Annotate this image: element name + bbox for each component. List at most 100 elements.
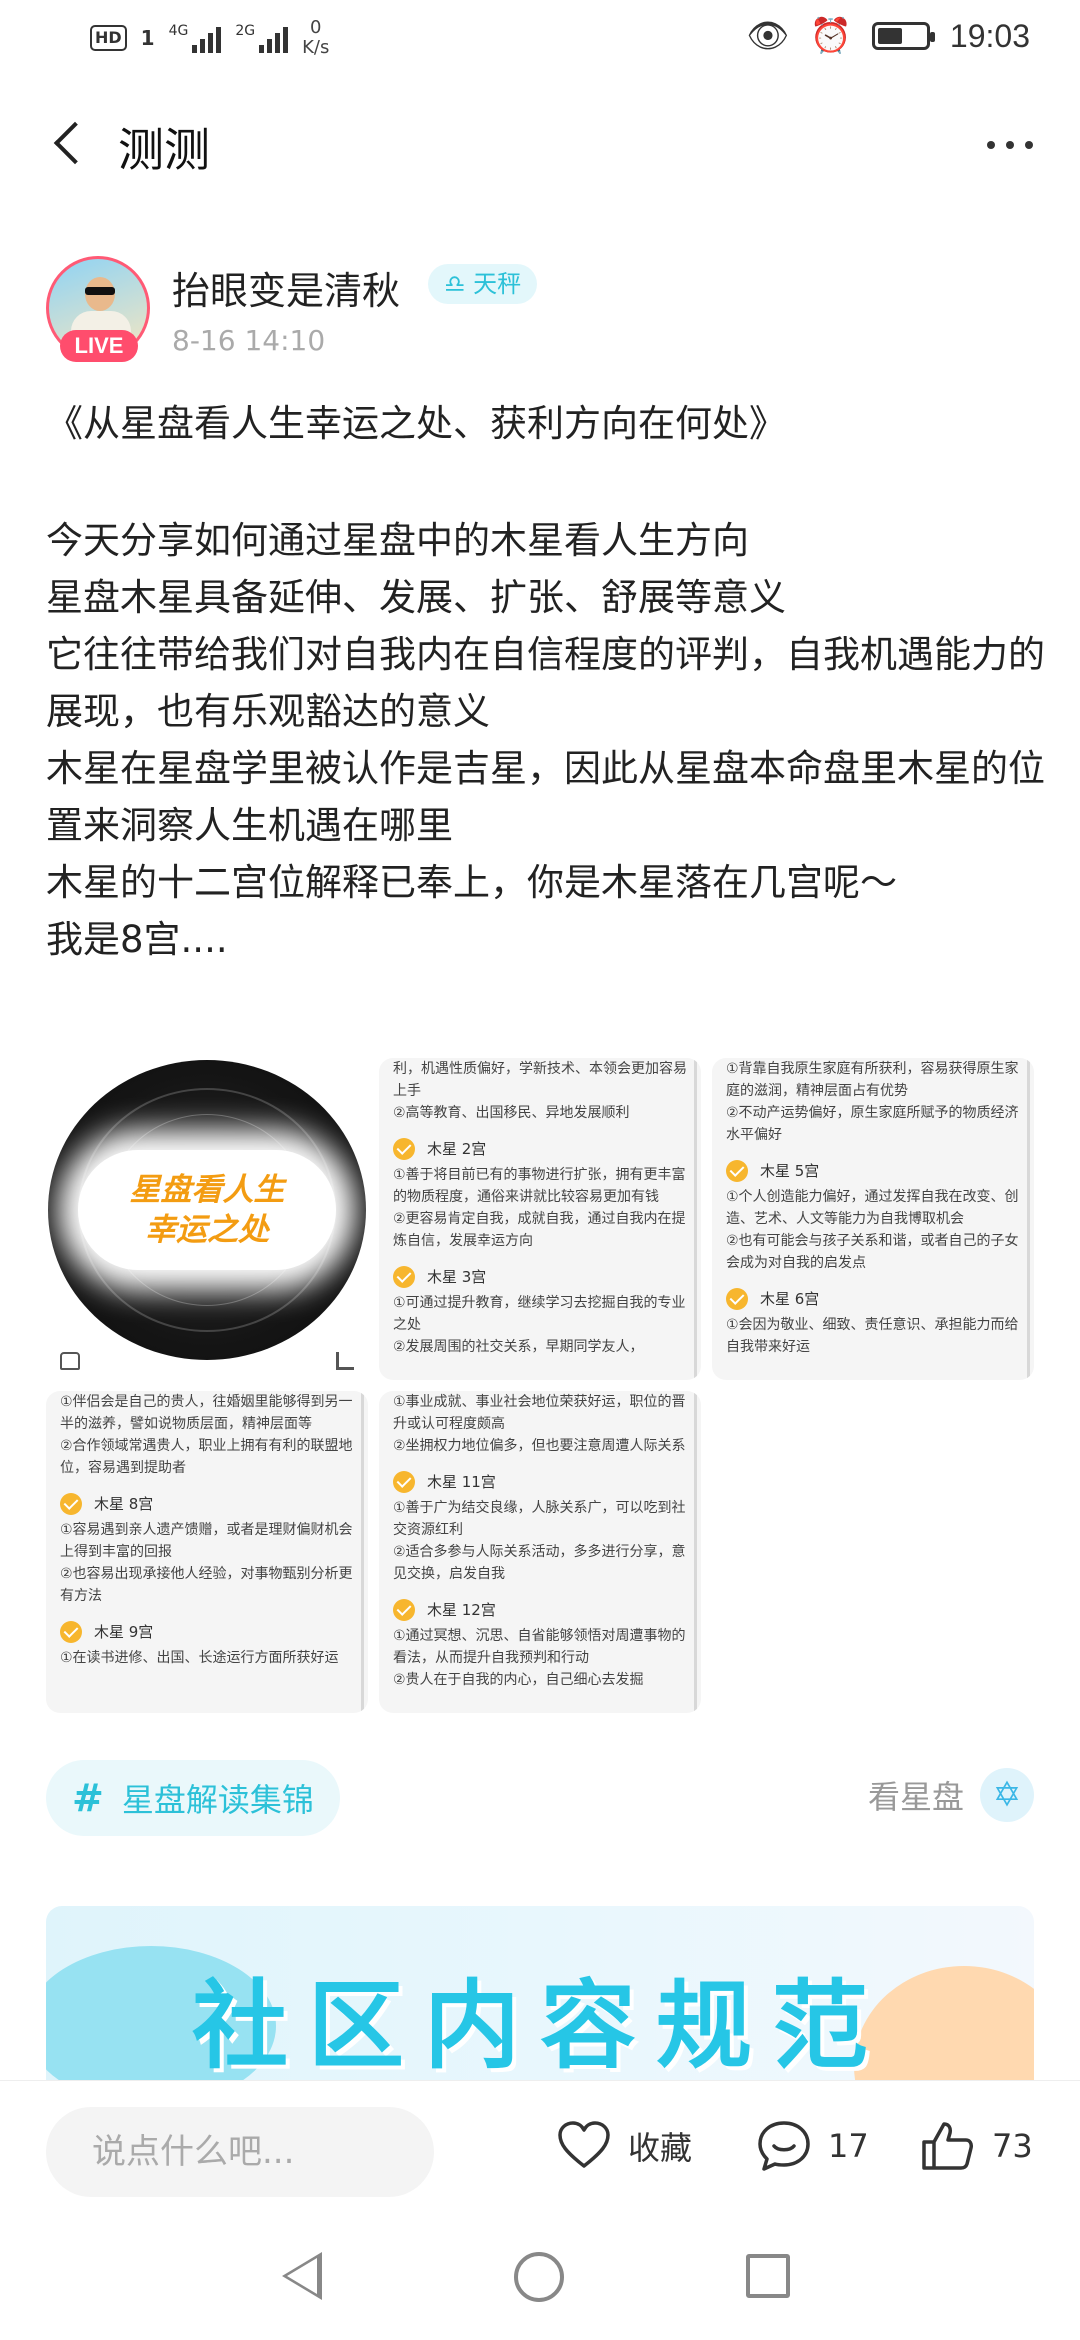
house-heading-label: 木星 12宫 xyxy=(427,1601,496,1619)
favorite-button[interactable]: 收藏 xyxy=(556,2111,692,2181)
check-icon xyxy=(726,1288,748,1310)
banner-title: 社区内容规范 xyxy=(192,1970,888,2080)
post-line: 它往往带给我们对自我内在自信程度的评判，自我机遇能力的展现，也有乐观豁达的意义 xyxy=(46,633,1045,733)
author-row: LIVE 抬眼变是清秋 ♎ 天秤 8-16 14:10 xyxy=(46,256,1036,366)
signal-1: 4G xyxy=(169,23,222,53)
house-heading: 木星 8宫 xyxy=(60,1493,354,1515)
tile-text: ①伴侣会是自己的贵人，往婚姻里能够得到另一半的滋养，譬如说物质层面，精神层面等 … xyxy=(60,1394,353,1476)
star-of-david-icon xyxy=(980,1768,1034,1822)
house-heading: 木星 11宫 xyxy=(393,1471,687,1493)
check-icon xyxy=(60,1621,82,1643)
tile-text: ①善于广为结交良缘，人脉关系广，可以吃到社交资源红利 ②适合多参与人际关系活动，… xyxy=(393,1500,686,1582)
alarm-icon: ⏰ xyxy=(809,16,852,56)
tile-text: ①容易遇到亲人遗产馈赠，或者是理财偏财机会上得到丰富的回报 ②也容易出现承接他人… xyxy=(60,1522,353,1604)
image-house-text-3[interactable]: ①背靠自我原生家庭有所获利，容易获得原生家庭的滋润，精神层面占有优势 ②不动产运… xyxy=(712,1058,1034,1380)
house-heading: 木星 2宫 xyxy=(393,1138,687,1160)
check-icon xyxy=(60,1493,82,1515)
house-heading-label: 木星 11宫 xyxy=(427,1473,496,1491)
shirt-icon xyxy=(60,1352,80,1370)
post-time: 8-16 14:10 xyxy=(172,324,326,357)
post-line: 今天分享如何通过星盘中的木星看人生方向 xyxy=(46,519,749,562)
house-heading-label: 木星 8宫 xyxy=(94,1495,154,1513)
page-title: 测测 xyxy=(118,123,210,177)
image-house-text-2[interactable]: 利，机遇性质偏好，学新技术、本领会更加容易上手 ②高等教育、出国移民、异地发展顺… xyxy=(379,1058,701,1380)
status-right: 👁 ⏰ 19:03 xyxy=(746,16,1030,56)
chart-icon xyxy=(336,1352,354,1370)
community-guidelines-banner[interactable]: 社区内容规范 xyxy=(46,1906,1034,2080)
back-button[interactable] xyxy=(40,114,100,174)
house-heading-label: 木星 2宫 xyxy=(427,1140,487,1158)
network-type-2: 2G xyxy=(235,23,256,39)
check-icon xyxy=(726,1160,748,1182)
more-options-button[interactable] xyxy=(980,130,1040,160)
battery-icon xyxy=(871,22,935,50)
top-header: 测测 xyxy=(0,100,1080,190)
nav-home-icon[interactable] xyxy=(514,2252,564,2302)
comment-input[interactable]: 说点什么吧... xyxy=(46,2107,434,2197)
tile-text: ①通过冥想、沉思、自省能够领悟对周遭事物的看法，从而提升自我预判和行动 ②贵人在… xyxy=(393,1628,686,1688)
favorite-label: 收藏 xyxy=(628,2129,693,2167)
check-icon xyxy=(393,1471,415,1493)
zodiac-tag: ♎ 天秤 xyxy=(428,264,538,304)
live-badge[interactable]: LIVE xyxy=(60,330,138,362)
hd-badge: HD xyxy=(90,25,127,51)
image-house-text-5[interactable]: ①事业成就、事业社会地位荣获好运，职位的晋升或认可程度颇高 ②坐拥权力地位偏多，… xyxy=(379,1391,701,1713)
house-heading: 木星 6宫 xyxy=(726,1288,1020,1310)
image-astro-chart[interactable]: 星盘看人生 幸运之处 xyxy=(46,1058,368,1380)
signal-2: 2G xyxy=(235,23,289,53)
check-icon xyxy=(393,1599,415,1621)
post-line: 我是8宫.... xyxy=(46,918,228,961)
network-speed: 0 K/s xyxy=(302,18,329,58)
tile-text: ①事业成就、事业社会地位荣获好运，职位的晋升或认可程度颇高 ②坐拥权力地位偏多，… xyxy=(393,1394,686,1454)
nav-recent-apps-icon[interactable] xyxy=(746,2254,790,2298)
post-line: 星盘木星具备延伸、发展、扩张、舒展等意义 xyxy=(46,576,786,619)
network-speed-unit: K/s xyxy=(302,37,330,58)
bottom-action-bar: 说点什么吧... 收藏 17 73 xyxy=(0,2080,1080,2210)
check-icon xyxy=(393,1138,415,1160)
house-heading: 木星 5宫 xyxy=(726,1160,1020,1182)
house-heading: 木星 9宫 xyxy=(60,1621,354,1643)
comment-button[interactable]: 17 xyxy=(756,2111,869,2181)
chart-caption-line-1: 星盘看人生 xyxy=(129,1172,285,1208)
like-button[interactable]: 73 xyxy=(920,2111,1033,2181)
house-heading-label: 木星 3宫 xyxy=(427,1268,487,1286)
network-type-1: 4G xyxy=(168,23,189,39)
post-title: 《从星盘看人生幸运之处、获利方向在何处》 xyxy=(46,402,786,445)
post-line: 木星的十二宫位解释已奉上，你是木星落在几宫呢～ xyxy=(46,861,897,904)
eye-icon: 👁 xyxy=(746,16,790,56)
house-heading-label: 木星 6宫 xyxy=(760,1290,820,1308)
house-heading-label: 木星 5宫 xyxy=(760,1162,820,1180)
heart-icon xyxy=(558,2121,610,2168)
check-icon xyxy=(393,1266,415,1288)
thumbs-up-icon xyxy=(922,2122,973,2170)
sim-label: 1 xyxy=(140,26,155,50)
post-line: 木星在星盘学里被认作是吉星，因此从星盘本命盘里木星的位置来洞察人生机遇在哪里 xyxy=(46,747,1045,847)
clock: 19:03 xyxy=(949,17,1030,54)
tile-text: ①可通过提升教育，继续学习去挖掘自我的专业之处 ②发展周围的社交关系，早期同学友… xyxy=(393,1295,686,1355)
nav-back-icon[interactable] xyxy=(282,2252,322,2300)
tile-text: ①会因为敬业、细致、责任意识、承担能力而给自我带来好运 xyxy=(726,1317,1019,1355)
signal-bars-1-icon xyxy=(192,23,222,53)
tile-text: ①在读书进修、出国、长途运行方面所获好运 xyxy=(60,1650,339,1666)
chart-caption: 星盘看人生 幸运之处 xyxy=(48,1170,366,1250)
house-heading-label: 木星 9宫 xyxy=(94,1623,154,1641)
post-body: 今天分享如何通过星盘中的木星看人生方向 星盘木星具备延伸、发展、扩张、舒展等意义… xyxy=(46,512,1046,968)
chart-caption-line-2: 幸运之处 xyxy=(145,1212,269,1248)
like-count: 73 xyxy=(992,2127,1033,2165)
signal-bars-2-icon xyxy=(259,23,289,53)
see-star-chart-link[interactable]: 看星盘 xyxy=(868,1768,1034,1822)
image-house-text-4[interactable]: ①伴侣会是自己的贵人，往婚姻里能够得到另一半的滋养，譬如说物质层面，精神层面等 … xyxy=(46,1391,368,1713)
tile-text: ①个人创造能力偏好，通过发挥自我在改变、创造、艺术、人文等能力为自我博取机会 ②… xyxy=(726,1189,1019,1271)
astro-wheel: 星盘看人生 幸运之处 xyxy=(48,1060,366,1360)
tile-text: ①善于将目前已有的事物进行扩张，拥有更丰富的物质程度，通俗来讲就比较容易更加有钱… xyxy=(393,1167,686,1249)
author-name[interactable]: 抬眼变是清秋 xyxy=(172,269,401,313)
topic-tag[interactable]: # 星盘解读集锦 xyxy=(46,1760,340,1836)
hash-icon: # xyxy=(72,1776,104,1820)
tile-text: ①背靠自我原生家庭有所获利，容易获得原生家庭的滋润，精神层面占有优势 ②不动产运… xyxy=(726,1061,1019,1143)
status-left: HD 1 4G 2G 0 K/s xyxy=(90,18,329,58)
topic-label: 星盘解读集锦 xyxy=(121,1781,314,1819)
tile-text: 利，机遇性质偏好，学新技术、本领会更加容易上手 ②高等教育、出国移民、异地发展顺… xyxy=(393,1061,687,1121)
house-heading: 木星 12宫 xyxy=(393,1599,687,1621)
status-bar: HD 1 4G 2G 0 K/s 👁 ⏰ 19:03 xyxy=(0,0,1080,80)
house-heading: 木星 3宫 xyxy=(393,1266,687,1288)
